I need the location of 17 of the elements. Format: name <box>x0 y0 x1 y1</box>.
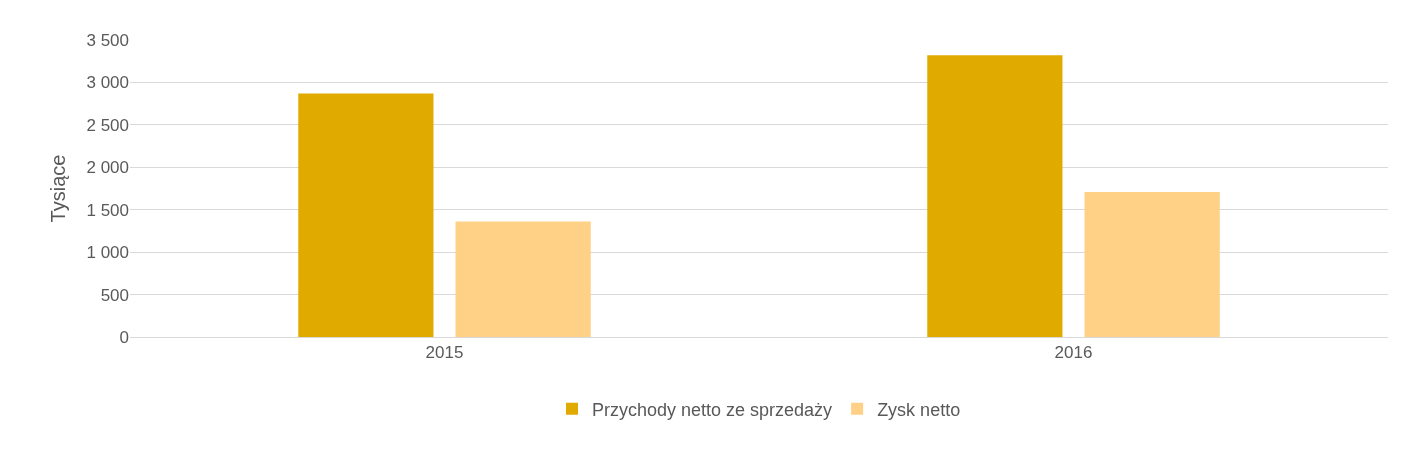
y-tick-label: 2 500 <box>86 115 129 135</box>
x-tick-label: 2015 <box>425 343 464 363</box>
bar <box>927 55 1063 337</box>
x-tick-label: 2016 <box>1054 343 1093 363</box>
bar <box>298 93 434 337</box>
bar <box>455 221 591 337</box>
bar <box>1084 191 1220 337</box>
y-tick-label: 1 000 <box>86 243 129 263</box>
legend-label: Zysk netto <box>877 399 961 420</box>
y-tick-label: 3 500 <box>86 30 129 50</box>
y-tick-label: 0 <box>119 327 129 347</box>
y-tick-label: 3 000 <box>86 73 129 93</box>
y-tick-label: 500 <box>100 285 129 305</box>
legend-label: Przychody netto ze sprzedaży <box>592 399 833 420</box>
y-tick-label: 2 000 <box>86 158 129 178</box>
y-axis-title: Tysiące <box>46 154 69 223</box>
y-tick-label: 1 500 <box>86 200 129 220</box>
